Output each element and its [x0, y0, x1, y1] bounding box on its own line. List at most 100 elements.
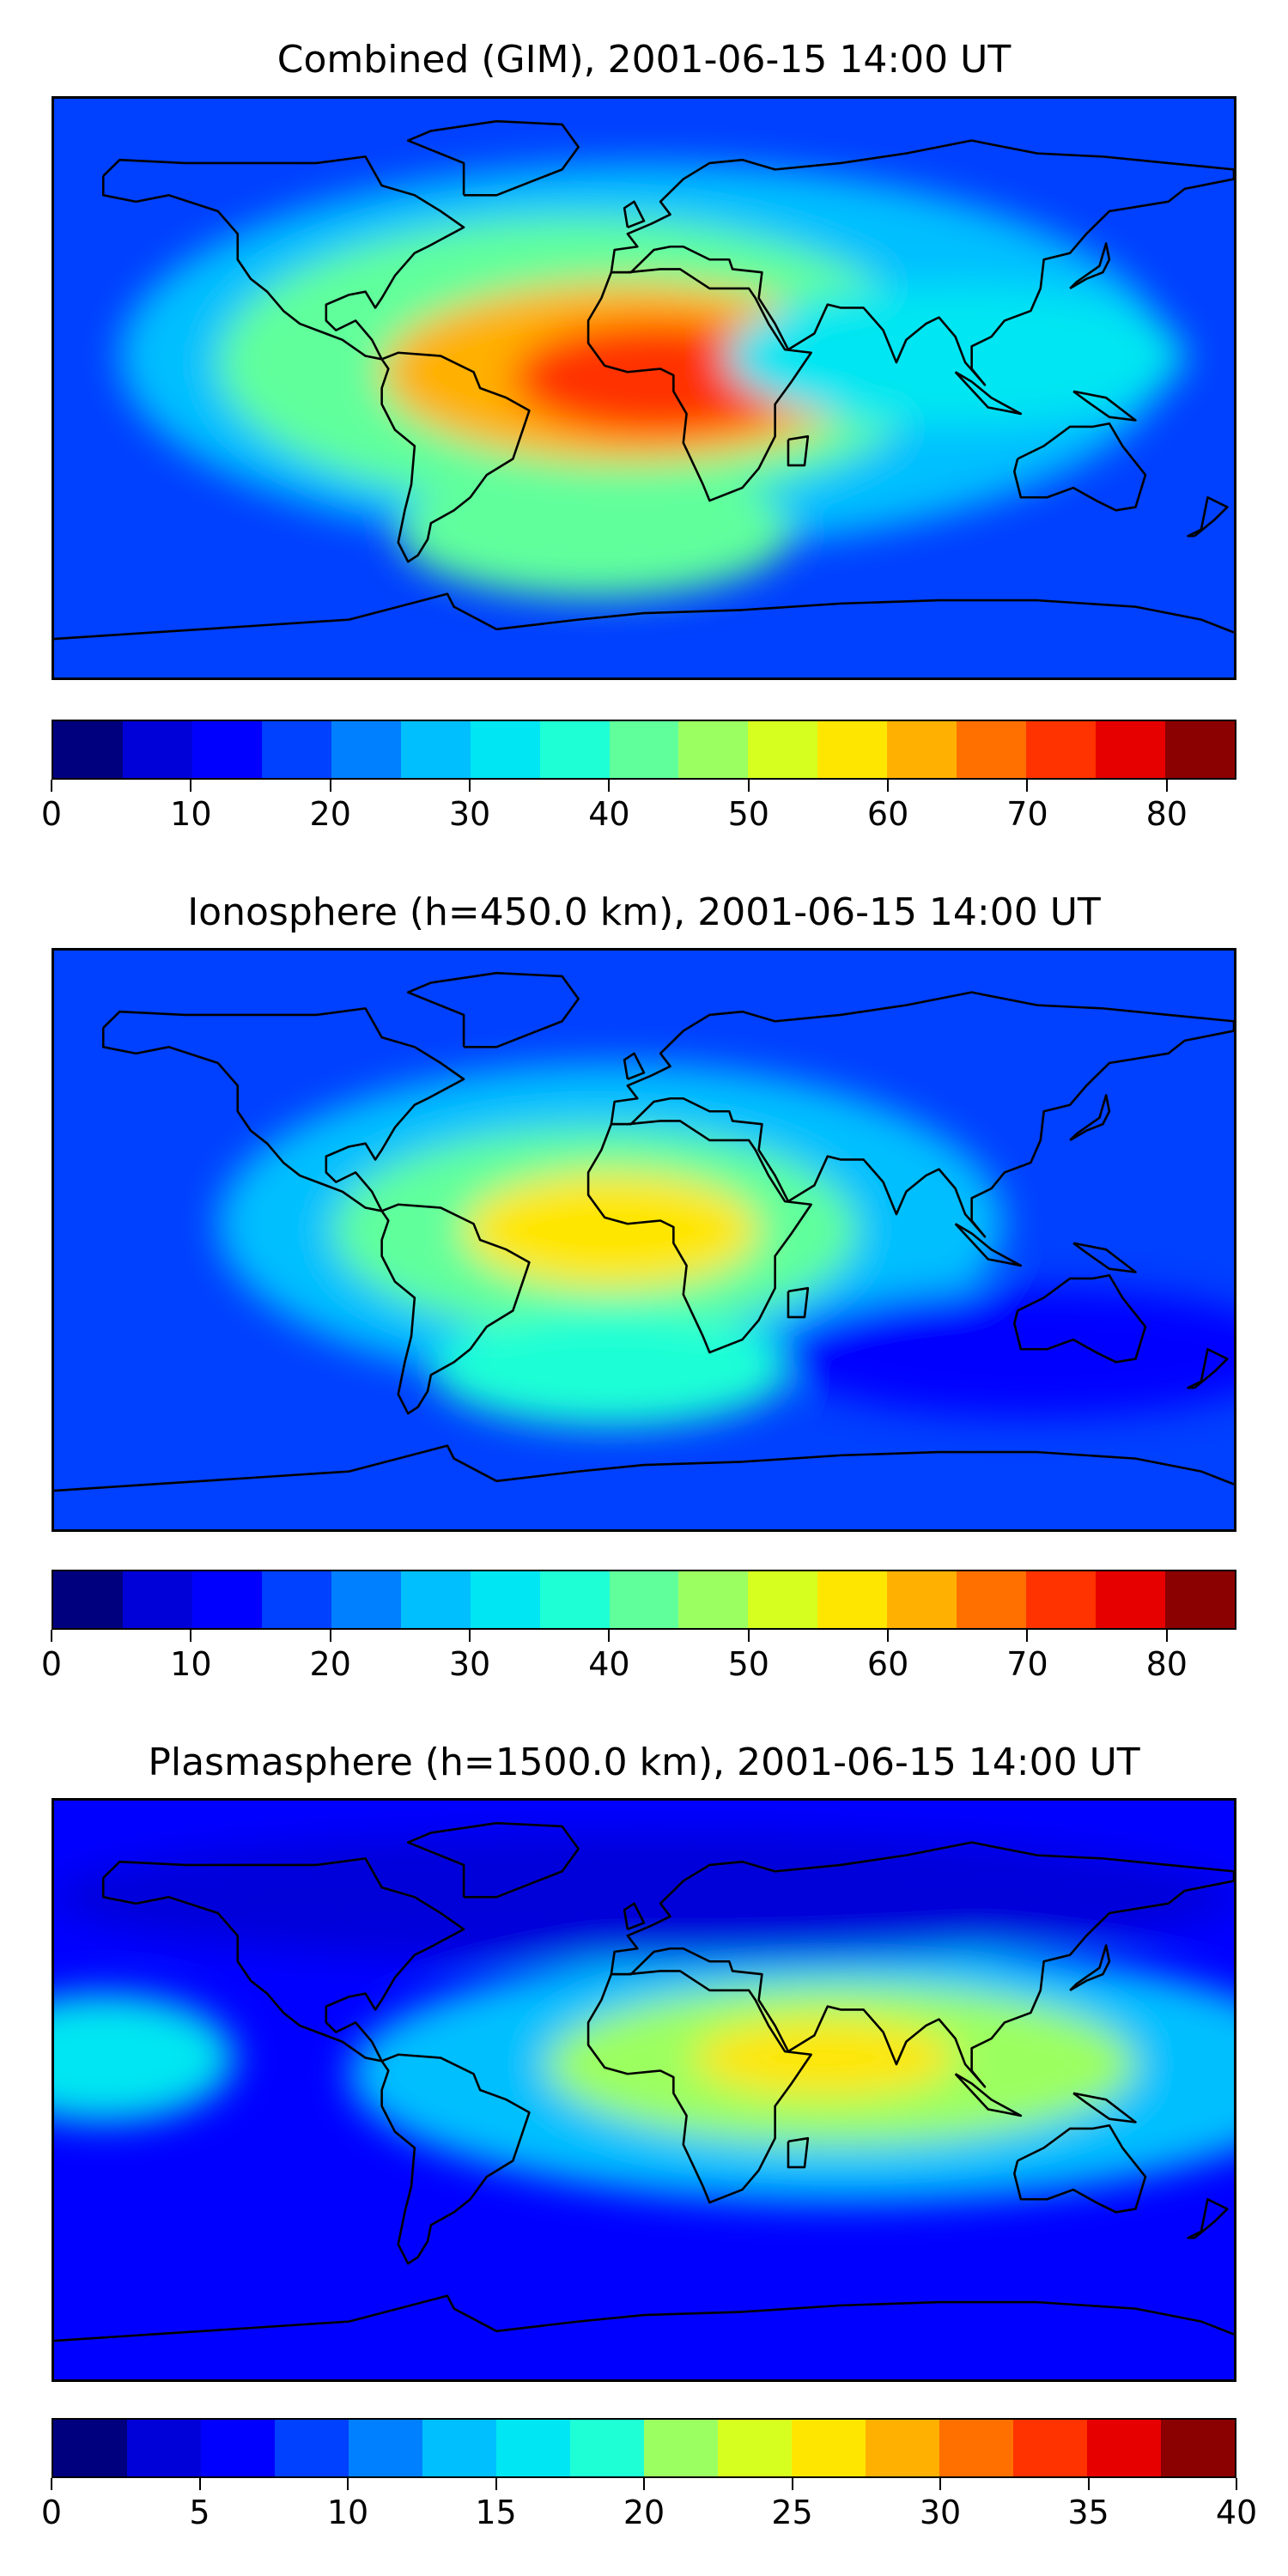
coastline [610, 1841, 1234, 2088]
coastline [586, 1120, 812, 1354]
colorbar-segment [496, 2420, 570, 2476]
colorbar-tick [198, 2478, 201, 2490]
tec-map-plasmasphere [54, 1801, 1234, 2379]
tec-contour-region [398, 468, 792, 598]
colorbar-segment [866, 2420, 939, 2476]
coastline [54, 2294, 1234, 2342]
colorbar-tick [51, 1630, 52, 1642]
coastline [623, 200, 646, 228]
colorbar-segment [1096, 721, 1165, 778]
colorbar-tick [190, 1630, 192, 1642]
colorbar-segment [539, 721, 610, 778]
coastline [954, 2073, 1023, 2117]
colorbar-tick-label: 70 [1006, 795, 1048, 833]
colorbar-segment [127, 2420, 201, 2476]
coastline [54, 1444, 1234, 1492]
colorbar-segment [1087, 2420, 1161, 2476]
colorbar-tick [1087, 2478, 1090, 2490]
tec-contour-region [693, 2019, 956, 2097]
coastline [380, 351, 531, 563]
coastline [1069, 242, 1111, 290]
coastline [954, 1223, 1023, 1267]
colorbar-tick-label: 10 [326, 2494, 369, 2531]
colorbar-tick-label: 30 [919, 2494, 962, 2531]
colorbar-tick [51, 780, 52, 792]
panel-title-combined: Combined (GIM), 2001-06-15 14:00 UT [276, 38, 1012, 82]
coastline [101, 1857, 465, 2063]
map-combined [52, 96, 1236, 680]
coastline [1072, 390, 1137, 422]
colorbar-tick [1026, 1630, 1029, 1642]
colorbar-tick [329, 1630, 331, 1642]
tec-contour-region [726, 285, 1185, 427]
map-ionosphere [52, 948, 1236, 1532]
colorbar-ticks-ionosphere: 0 10 20 30 40 50 60 70 80 [41, 1630, 1236, 1683]
colorbar-tick-label: 0 [40, 1645, 63, 1683]
colorbar-tick-label: 0 [40, 795, 63, 833]
colorbar-segment [748, 1571, 818, 1628]
colorbar-segment [609, 721, 679, 778]
colorbar-segment [644, 2420, 718, 2476]
tec-contour-region [464, 1172, 759, 1289]
coastline [101, 155, 465, 361]
colorbar-tick [495, 2478, 497, 2490]
colorbar-segment [331, 1571, 401, 1628]
colorbar-segment [887, 1571, 957, 1628]
colorbar-segment [191, 1571, 262, 1628]
colorbar-tick-label: 80 [1145, 795, 1188, 833]
colorbar-tick [608, 780, 611, 792]
colorbar-segment [1026, 1571, 1097, 1628]
colorbar-segment [122, 1571, 192, 1628]
colorbar-segment [678, 721, 749, 778]
colorbar-tick [190, 780, 192, 792]
colorbar-tick [1026, 780, 1029, 792]
colorbar-segment [957, 1571, 1027, 1628]
coastline [406, 971, 580, 1048]
colorbar-tick-label: 10 [170, 795, 212, 833]
colorbar-tick-label: 10 [170, 1645, 212, 1683]
colorbar-tick-label: 30 [448, 1645, 491, 1683]
colorbar-combined [52, 720, 1236, 780]
colorbar-segment [1013, 2420, 1087, 2476]
colorbar-segment [718, 2420, 792, 2476]
colorbar-segment [748, 721, 818, 778]
colorbar-tick [643, 2478, 645, 2490]
coastline [1013, 422, 1147, 512]
tec-map-combined [54, 99, 1234, 677]
colorbar-segment [400, 721, 471, 778]
colorbar-segment [53, 1571, 123, 1628]
colorbar-segment [678, 1571, 749, 1628]
colorbar-segment [400, 1571, 471, 1628]
colorbar-segment [939, 2420, 1013, 2476]
colorbar-tick [791, 2478, 793, 2490]
colorbar-segment [1165, 721, 1235, 778]
coastline [1187, 1347, 1229, 1389]
coastline [1187, 2197, 1229, 2239]
panel-title-ionosphere: Ionosphere (h=450.0 km), 2001-06-15 14:0… [187, 890, 1101, 934]
colorbar-tick-label: 0 [40, 2494, 63, 2531]
colorbar-segment [792, 2420, 866, 2476]
coastline [1187, 495, 1229, 538]
colorbar-segment [261, 721, 331, 778]
colorbar-segment [1096, 1571, 1165, 1628]
colorbar-tick-label: 40 [588, 795, 630, 833]
colorbar-segment [1161, 2420, 1235, 2476]
colorbar-tick [51, 2478, 52, 2490]
colorbar-segment [470, 721, 540, 778]
coastline [1069, 1094, 1111, 1142]
colorbar-segment [275, 2420, 349, 2476]
colorbar-tick-label: 35 [1067, 2494, 1109, 2531]
colorbar-tick [329, 780, 331, 792]
colorbar-segment [539, 1571, 610, 1628]
colorbar-segment [1026, 721, 1097, 778]
colorbar-tick [608, 1630, 611, 1642]
colorbar-segment [261, 1571, 331, 1628]
coastline [1069, 1944, 1111, 1992]
colorbar-ticks-plasmasphere: 0 5 10 15 20 25 30 35 40 [41, 2478, 1257, 2531]
colorbar-tick [939, 2478, 941, 2490]
colorbar-segment [817, 721, 888, 778]
colorbar-segment [349, 2420, 422, 2476]
colorbar-segment [1165, 1571, 1235, 1628]
colorbar-plasmasphere [52, 2418, 1236, 2478]
colorbar-tick [747, 780, 750, 792]
